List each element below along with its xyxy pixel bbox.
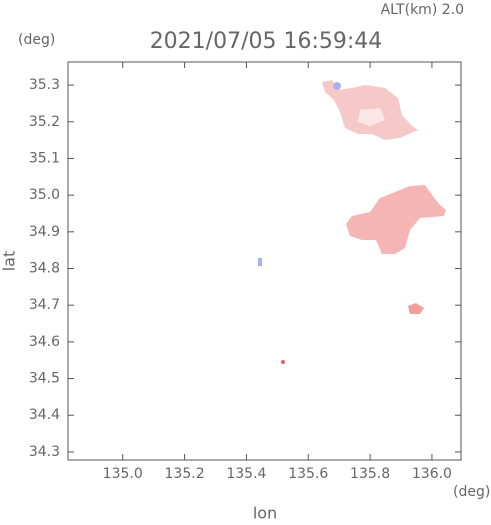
subtitle: ALT(km) 2.0 [381,2,464,18]
echo-area [333,82,341,90]
echo-area [346,185,446,254]
y-unit: (deg) [18,32,55,48]
echo-area [258,258,262,266]
echo-area [408,303,424,314]
x-tick-label: 135.4 [226,466,266,482]
x-tick-label: 135.6 [288,466,328,482]
x-tick-label: 135.0 [103,466,143,482]
y-tick-label: 35.1 [29,150,60,166]
y-tick-label: 34.4 [29,407,60,423]
y-tick-label: 34.9 [29,224,60,240]
echo-area [358,108,385,126]
y-tick-label: 34.3 [29,444,60,460]
x-tick-label: 136.0 [412,466,452,482]
y-tick-label: 34.5 [29,371,60,387]
y-tick-label: 34.6 [29,334,60,350]
x-axis-label: lon [253,504,277,522]
echo-area [281,360,285,364]
y-tick-label: 35.3 [29,77,60,93]
y-tick-label: 35.0 [29,187,60,203]
plot-frame [67,61,462,461]
chart-title: 2021/07/05 16:59:44 [150,29,383,54]
echo-areas [258,80,446,364]
x-tick-label: 135.8 [350,466,390,482]
y-tick-label: 35.2 [29,114,60,130]
x-tick-label: 135.2 [165,466,205,482]
y-tick-label: 34.8 [29,261,60,277]
x-unit: (deg) [453,484,490,500]
y-axis-label: lat [0,251,19,272]
y-tick-label: 34.7 [29,297,60,313]
